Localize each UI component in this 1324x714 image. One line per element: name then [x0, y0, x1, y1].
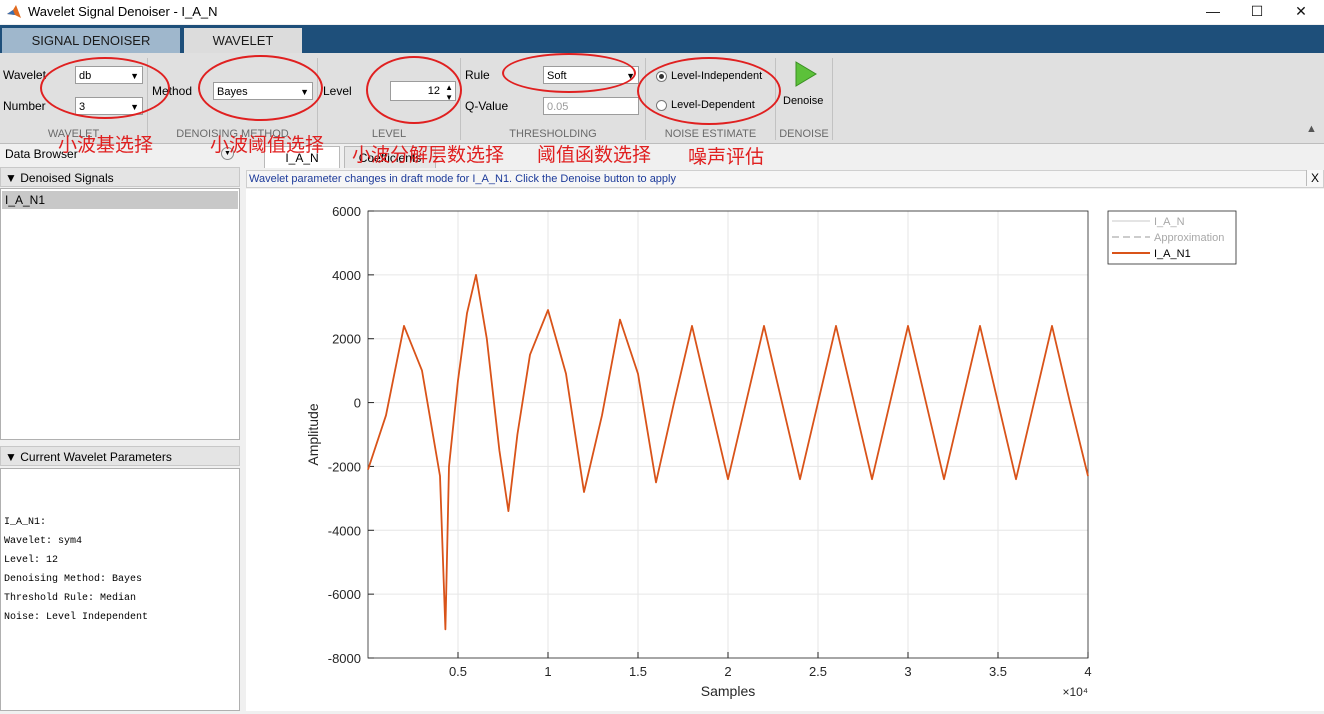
info-message: Wavelet parameter changes in draft mode …	[249, 173, 676, 185]
collapse-ribbon-icon[interactable]: ▲	[1306, 123, 1317, 135]
play-icon	[795, 61, 817, 87]
y-tick-label: -2000	[328, 459, 361, 474]
denoise-button[interactable]: Denoise	[780, 58, 830, 120]
title-bar: Wavelet Signal Denoiser - I_A_N — ☐ ✕	[0, 0, 1324, 24]
x-tick-label: 2	[724, 664, 731, 679]
data-browser-header: Data Browser ▼	[0, 145, 240, 163]
series-line-i-a-n1	[367, 274, 1089, 631]
rule-label: Rule	[465, 68, 490, 82]
section-denoising-method: DENOISING METHOD	[176, 128, 289, 140]
y-tick-label: -8000	[328, 651, 361, 666]
tab-coefficients[interactable]: Coefficients	[344, 146, 436, 168]
annotation-text: 小波基选择	[58, 134, 154, 156]
qvalue-value: 0.05	[547, 101, 569, 113]
x-tick-label: 3.5	[989, 664, 1007, 679]
x-tick-label: 4	[1084, 664, 1091, 679]
section-thresholding: THRESHOLDING	[509, 128, 597, 140]
annotation-ellipse	[502, 53, 636, 93]
legend-label: I_A_N1	[1154, 248, 1191, 260]
close-button[interactable]: ✕	[1295, 3, 1307, 19]
divider	[460, 58, 461, 140]
section-noise-estimate: NOISE ESTIMATE	[664, 128, 757, 140]
collapse-triangle-icon: ▼	[5, 171, 17, 185]
tab-i-a-n[interactable]: I_A_N	[264, 146, 340, 168]
param-line: I_A_N1:	[4, 517, 47, 528]
qvalue-field[interactable]: 0.05	[543, 97, 639, 115]
matlab-icon	[7, 5, 21, 18]
section-wavelet: WAVELET	[47, 128, 100, 140]
list-item[interactable]: I_A_N1	[2, 191, 238, 209]
annotation-text: 小波分解层数选择	[352, 144, 505, 166]
x-axis-label: Samples	[701, 683, 755, 699]
panel-menu-icon[interactable]: ▼	[221, 147, 234, 160]
param-line: Noise: Level Independent	[4, 612, 149, 623]
amplitude-plot[interactable]: 0.5 1 1.5 2 2.5 3 3.5 4 -8000 -6000 -4000 -2000 0 200…	[246, 189, 1324, 711]
info-close-button[interactable]: X	[1306, 170, 1323, 186]
maximize-button[interactable]: ☐	[1250, 3, 1264, 19]
section-denoise: DENOISE	[779, 128, 829, 140]
y-tick-label: 0	[354, 396, 361, 411]
annotation-text: 噪声评估	[688, 146, 765, 168]
legend-label: Approximation	[1154, 232, 1224, 244]
annotation-text: 阈值函数选择	[537, 144, 652, 166]
wavelet-params-text: I_A_N1: Wavelet: sym4 Level: 12 Denoising M…	[0, 468, 240, 711]
denoise-label: Denoise	[783, 95, 824, 107]
wavelet-params-title: Current Wavelet Parameters	[20, 450, 172, 464]
wavelet-params-header[interactable]: ▼ Current Wavelet Parameters	[0, 446, 240, 466]
x-tick-label: 1	[544, 664, 551, 679]
param-line: Threshold Rule: Median	[4, 593, 137, 604]
annotation-ellipse	[198, 55, 323, 121]
y-tick-label: -4000	[328, 523, 361, 538]
param-line: Denoising Method: Bayes	[4, 574, 143, 585]
x-tick-label: 1.5	[629, 664, 647, 679]
y-tick-label: -6000	[328, 587, 361, 602]
ribbon-tab-strip: SIGNAL DENOISER WAVELET ?	[0, 25, 1324, 75]
wavelet-label: Wavelet	[3, 68, 46, 82]
y-axis-label: Amplitude	[305, 403, 321, 465]
x-tick-label: 0.5	[449, 664, 467, 679]
tab-wavelet[interactable]: WAVELET	[184, 28, 302, 53]
tab-signal-denoiser[interactable]: SIGNAL DENOISER	[2, 28, 180, 53]
section-level: LEVEL	[371, 128, 407, 140]
x-tick-label: 3	[904, 664, 911, 679]
denoised-signals-title: Denoised Signals	[20, 171, 114, 185]
denoised-signals-header[interactable]: ▼ Denoised Signals	[0, 167, 240, 187]
param-line: Level: 12	[4, 555, 59, 566]
param-line: Wavelet: sym4	[4, 536, 83, 547]
y-tick-label: 4000	[332, 268, 361, 283]
minimize-button[interactable]: —	[1206, 3, 1220, 19]
level-label: Level	[323, 84, 352, 98]
divider	[832, 58, 833, 140]
annotation-ellipse	[637, 57, 781, 125]
x-exponent-label: ×10⁴	[1062, 685, 1088, 699]
annotation-text: 小波阈值选择	[210, 134, 325, 156]
y-tick-label: 6000	[332, 204, 361, 219]
x-tick-label: 2.5	[809, 664, 827, 679]
window-title: Wavelet Signal Denoiser - I_A_N	[28, 4, 218, 19]
y-tick-label: 2000	[332, 332, 361, 347]
legend-label: I_A_N	[1154, 216, 1185, 228]
denoised-signals-list: I_A_N1	[0, 188, 240, 440]
collapse-triangle-icon: ▼	[5, 450, 17, 464]
data-browser-title: Data Browser	[5, 147, 78, 161]
chart-panel: 0.5 1 1.5 2 2.5 3 3.5 4 -8000 -6000 -4000 -2000 0 200…	[246, 189, 1324, 711]
number-label: Number	[3, 99, 46, 113]
annotation-ellipse	[40, 57, 170, 119]
annotation-ellipse	[366, 56, 462, 124]
qvalue-label: Q-Value	[465, 99, 509, 113]
info-bar: Wavelet parameter changes in draft mode …	[246, 170, 1324, 188]
